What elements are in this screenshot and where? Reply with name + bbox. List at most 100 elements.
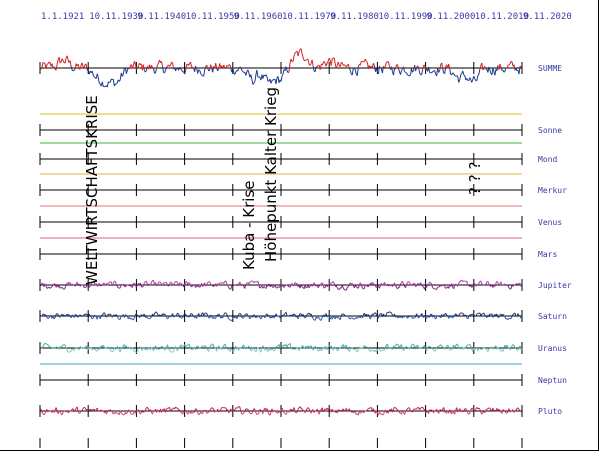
series-segment: [380, 67, 382, 70]
series-segment: [170, 350, 172, 353]
series-segment: [222, 345, 225, 349]
series-segment: [233, 409, 236, 411]
series-segment: [463, 408, 466, 413]
series-segment: [200, 346, 203, 349]
series-segment: [417, 65, 420, 68]
series-segment: [388, 311, 390, 314]
series-segment: [439, 64, 442, 71]
series-segment: [170, 409, 172, 412]
series-segment: [79, 284, 82, 287]
series-segment: [48, 409, 51, 412]
series-segment: [474, 409, 477, 412]
series-segment: [288, 63, 291, 72]
series-segment: [363, 411, 365, 414]
series-segment: [511, 61, 514, 67]
series-segment: [146, 407, 149, 410]
series-segment: [326, 347, 329, 351]
series-segment: [360, 412, 362, 414]
series-segment: [53, 347, 56, 350]
series-segment: [235, 70, 238, 73]
series-segment: [273, 316, 276, 319]
series-segment: [154, 311, 156, 314]
series-segment: [306, 407, 309, 409]
series-segment: [378, 411, 381, 414]
series-segment: [219, 282, 222, 284]
series-segment: [436, 346, 438, 348]
series-segment: [348, 408, 351, 411]
series-segment: [208, 347, 211, 352]
series-segment: [302, 314, 305, 317]
series-segment: [81, 62, 84, 68]
series-segment: [65, 347, 68, 351]
series-segment: [192, 67, 194, 69]
series-segment: [375, 68, 378, 73]
series-segment: [482, 284, 485, 286]
series-segment: [253, 81, 256, 84]
series-segment: [418, 315, 421, 319]
series-segment: [392, 408, 394, 413]
series-segment: [128, 346, 130, 349]
series-segment: [391, 312, 393, 316]
series-segment: [356, 67, 359, 76]
date-label: 1.1.1921: [41, 12, 84, 22]
series-segment: [311, 316, 314, 319]
series-segment: [75, 314, 78, 318]
series-segment: [302, 57, 305, 61]
series-segment: [250, 74, 253, 80]
series-segment: [74, 347, 77, 349]
series-segment: [431, 284, 434, 288]
series-segment: [169, 65, 171, 67]
series-segment: [241, 69, 244, 72]
series-segment: [162, 66, 164, 73]
series-segment: [408, 281, 410, 283]
series-segment: [155, 345, 157, 350]
series-segment: [74, 408, 77, 411]
series-segment: [366, 346, 369, 349]
series-segment: [89, 315, 92, 318]
series-segment: [473, 314, 476, 317]
series-segment: [318, 411, 321, 415]
series-segment: [249, 317, 252, 320]
series-segment: [404, 315, 406, 318]
series-segment: [122, 283, 125, 287]
series-segment: [317, 285, 320, 288]
series-segment: [385, 312, 388, 315]
series-segment: [45, 343, 48, 345]
series-segment: [478, 407, 481, 410]
series-segment: [396, 408, 398, 411]
series-segment: [208, 410, 211, 413]
series-segment: [210, 283, 213, 286]
series-segment: [481, 412, 484, 415]
series-segment: [174, 281, 176, 284]
series-segment: [239, 281, 242, 286]
series-segment: [289, 285, 292, 288]
series-segment: [290, 58, 293, 62]
series-segment: [321, 62, 324, 66]
series-segment: [428, 409, 431, 414]
series-segment: [193, 411, 195, 414]
series-segment: [483, 347, 486, 349]
series-segment: [208, 69, 211, 72]
series-segment: [435, 347, 438, 351]
series-segment: [428, 66, 431, 73]
series-segment: [518, 409, 521, 411]
series-segment: [195, 345, 198, 350]
series-segment: [344, 289, 346, 291]
series-segment: [253, 348, 256, 352]
series-segment: [458, 313, 461, 316]
series-segment: [432, 349, 434, 351]
series-segment: [323, 61, 326, 64]
series-segment: [372, 63, 375, 66]
series-segment: [349, 317, 352, 320]
series-segment: [86, 284, 89, 287]
series-segment: [250, 280, 253, 282]
series-segment: [231, 318, 234, 321]
series-segment: [92, 347, 95, 350]
series-segment: [426, 284, 429, 288]
series-segment: [409, 315, 411, 318]
series-segment: [465, 408, 468, 411]
series-segment: [351, 317, 354, 320]
series-segment: [130, 412, 132, 415]
series-segment: [67, 411, 70, 414]
series-segment: [136, 67, 138, 70]
